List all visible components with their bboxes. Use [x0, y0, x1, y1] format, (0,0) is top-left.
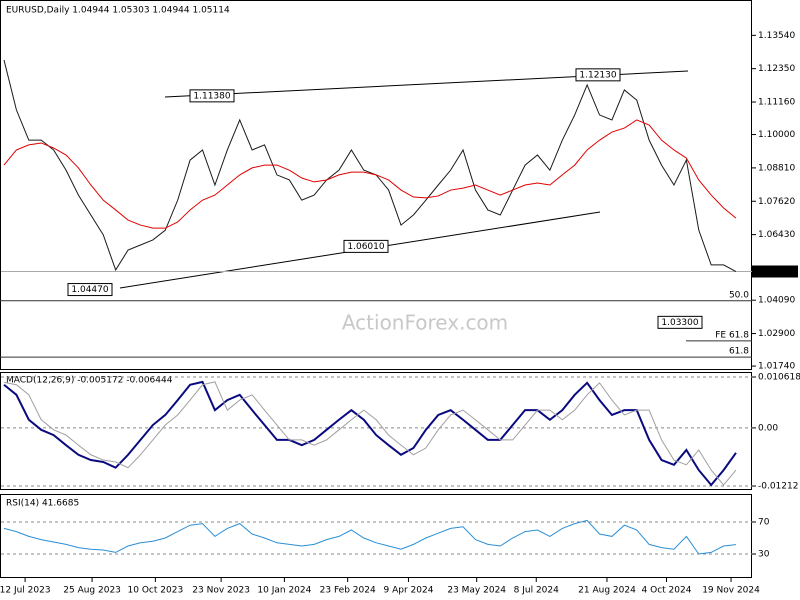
price-annotation-box — [657, 315, 703, 329]
y-tick-label: 1.12350 — [758, 64, 795, 74]
x-tick-label: 10 Jan 2024 — [257, 586, 311, 596]
price-annotation-box — [189, 89, 235, 103]
watermark: ActionForex.com — [342, 311, 508, 335]
x-tick-label: 23 Feb 2024 — [320, 586, 376, 596]
price-annotation: 1.11380 — [193, 91, 230, 101]
current-price: 1.05114 — [756, 267, 793, 277]
fib-label: 61.8 — [729, 347, 749, 357]
series-line — [3, 380, 737, 487]
macd-panel — [0, 372, 752, 490]
price-annotation-box — [575, 68, 621, 82]
y-tick-label: 1.02900 — [758, 329, 795, 339]
x-tick-label: 4 Oct 2024 — [642, 586, 692, 596]
series-line — [3, 119, 737, 229]
x-tick-label: 8 Jul 2024 — [514, 586, 559, 596]
x-tick-label: 12 Jul 2023 — [0, 586, 51, 596]
y-tick-label: 1.04090 — [758, 296, 795, 306]
x-tick-label: 25 Aug 2023 — [63, 586, 121, 596]
y-tick-label: 1.08810 — [758, 163, 795, 173]
y-tick-label: -0.01212 — [758, 482, 798, 492]
series-line — [3, 381, 737, 486]
y-tick-label: 70 — [758, 518, 770, 528]
y-tick-label: 0.010618 — [758, 372, 800, 382]
x-tick-label: 23 Nov 2023 — [192, 586, 250, 596]
y-tick-label: 0.00 — [758, 423, 778, 433]
fib-label: 50.0 — [729, 290, 749, 300]
current-price-tag — [752, 265, 798, 278]
x-tick-label: 23 May 2024 — [447, 586, 506, 596]
macd-title: MACD(12,26,9) -0.005172 -0.006444 — [6, 376, 173, 386]
fib-label: FE 61.8 — [715, 330, 749, 340]
y-tick-label: 1.13540 — [758, 31, 795, 41]
series-line — [3, 59, 737, 273]
price-annotation-box — [343, 239, 389, 253]
x-tick-label: 21 Aug 2024 — [578, 586, 636, 596]
y-tick-label: 1.10000 — [758, 130, 795, 140]
price-annotation-box — [67, 283, 113, 297]
series-line — [3, 519, 737, 555]
x-tick-label: 19 Nov 2024 — [702, 586, 760, 596]
x-tick-label: 9 Apr 2024 — [384, 586, 434, 596]
rsi-title: RSI(14) 41.6685 — [6, 499, 79, 509]
price-panel — [0, 0, 752, 370]
y-tick-label: 1.11160 — [758, 98, 795, 108]
y-tick-label: 30 — [758, 550, 770, 560]
rsi-panel — [0, 494, 752, 578]
price-annotation: 1.06010 — [347, 242, 384, 252]
price-title: EURUSD,Daily 1.04944 1.05303 1.04944 1.0… — [6, 6, 230, 16]
price-annotation: 1.03300 — [661, 318, 698, 328]
y-tick-label: 1.07620 — [758, 197, 795, 207]
price-annotation: 1.04470 — [71, 285, 108, 295]
x-tick-label: 10 Oct 2023 — [128, 586, 184, 596]
y-tick-label: 1.01740 — [758, 362, 795, 372]
y-tick-label: 1.06430 — [758, 230, 795, 240]
price-annotation: 1.12130 — [579, 70, 616, 80]
